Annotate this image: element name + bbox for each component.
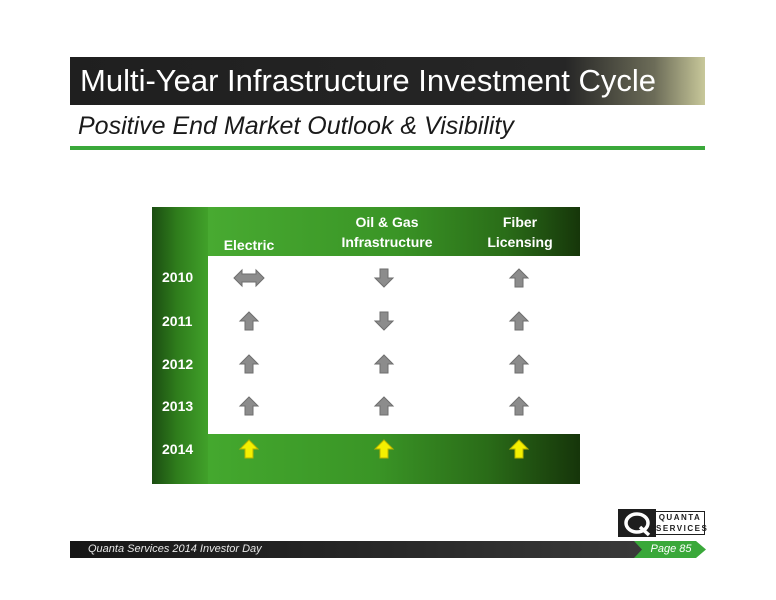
outlook-up-arrow-icon [238, 396, 260, 416]
column-header-line2: Electric [223, 237, 275, 253]
slide-title: Multi-Year Infrastructure Investment Cyc… [80, 63, 657, 98]
outlook-up-arrow-icon [508, 439, 530, 459]
outlook-down-arrow-icon [373, 268, 395, 288]
subtitle-divider [70, 146, 705, 150]
outlook-up-arrow-icon [508, 268, 530, 288]
column-header-line2: Infrastructure [341, 234, 433, 250]
row-year: 2014 [162, 441, 194, 457]
slide-subtitle: Positive End Market Outlook & Visibility [78, 112, 514, 140]
logo-wordmark: QUANTA SERVICES [655, 511, 709, 535]
outlook-up-arrow-icon [238, 354, 260, 374]
outlook-flat-arrow-icon [233, 268, 265, 288]
outlook-up-arrow-icon [373, 439, 395, 459]
column-header-electric: Electric [208, 215, 290, 255]
footer-bar: Quanta Services 2014 Investor Day [70, 541, 648, 558]
title-bar: Multi-Year Infrastructure Investment Cyc… [70, 57, 705, 105]
page-tag [634, 541, 706, 558]
page-number: Page 85 [650, 543, 692, 555]
column-header-line1: Fiber [502, 214, 538, 230]
outlook-down-arrow-icon [373, 311, 395, 331]
logo-mark [618, 509, 656, 537]
outlook-up-arrow-icon [508, 311, 530, 331]
column-header-oil-gas: Oil & Gas Infrastructure [322, 212, 452, 252]
year-column-band [152, 207, 208, 484]
outlook-up-arrow-icon [373, 354, 395, 374]
logo-line2: SERVICES [656, 524, 709, 533]
outlook-up-arrow-icon [508, 354, 530, 374]
column-header-line2: Licensing [487, 234, 553, 250]
outlook-up-arrow-icon [238, 311, 260, 331]
footer-event: Quanta Services 2014 Investor Day [88, 543, 262, 555]
logo-line1: QUANTA [658, 513, 702, 522]
row-year: 2012 [162, 356, 194, 372]
outlook-up-arrow-icon [508, 396, 530, 416]
header-band [208, 207, 580, 256]
row-year: 2013 [162, 398, 194, 414]
quanta-logo: QUANTA SERVICES [618, 509, 709, 537]
outlook-up-arrow-icon [373, 396, 395, 416]
row-year: 2011 [162, 313, 193, 329]
column-header-fiber: Fiber Licensing [470, 212, 570, 252]
outlook-up-arrow-icon [238, 439, 260, 459]
column-header-line1: Oil & Gas [355, 214, 419, 230]
row-year: 2010 [162, 269, 194, 285]
outlook-table: Electric Oil & Gas Infrastructure Fiber … [152, 207, 580, 484]
